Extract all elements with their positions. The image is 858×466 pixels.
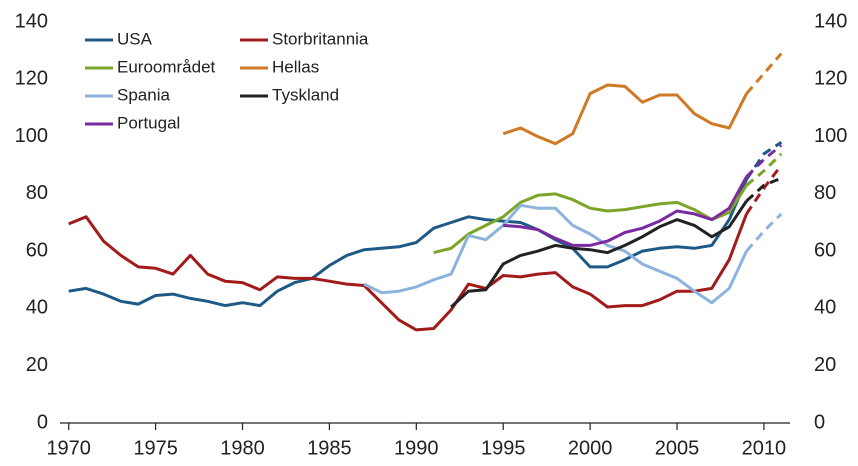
- y2-tick-label: 40: [814, 297, 836, 319]
- legend-label: USA: [117, 29, 153, 48]
- y-tick-label: 100: [15, 125, 48, 147]
- x-tick-label: 1990: [394, 437, 439, 459]
- y2-tick-label: 100: [814, 125, 847, 147]
- x-tick-label: 2005: [655, 437, 700, 459]
- y-tick-label: 20: [26, 354, 48, 376]
- series-line: [68, 178, 748, 308]
- x-tick-label: 1995: [481, 437, 526, 459]
- legend-label: Euroområdet: [117, 57, 216, 76]
- y2-tick-label: 20: [814, 354, 836, 376]
- y-tick-label: 120: [15, 68, 48, 90]
- legend-label: Tyskland: [272, 85, 339, 104]
- series-line-dashed: [745, 52, 783, 95]
- y2-tick-label: 0: [814, 411, 825, 433]
- series-line: [68, 213, 748, 332]
- y-tick-label: 140: [15, 10, 48, 32]
- y2-tick-label: 80: [814, 182, 836, 204]
- series-line-dashed: [745, 176, 782, 203]
- series-line-dashed: [745, 152, 783, 187]
- series-line: [433, 184, 748, 255]
- series-line: [503, 175, 748, 247]
- y2-tick-label: 120: [814, 68, 847, 90]
- y2-tick-label: 60: [814, 239, 836, 261]
- x-tick-label: 1980: [220, 437, 265, 459]
- series-line-dashed: [745, 212, 783, 253]
- series-line-dashed: [745, 164, 783, 215]
- x-tick-label: 2000: [568, 437, 613, 459]
- legend-label: Portugal: [117, 113, 180, 132]
- series-line-dashed: [745, 144, 783, 178]
- y-tick-label: 80: [26, 182, 48, 204]
- series-line: [363, 203, 748, 305]
- y-tick-label: 40: [26, 297, 48, 319]
- x-tick-label: 1970: [46, 437, 91, 459]
- legend-label: Hellas: [272, 57, 319, 76]
- y2-tick-label: 140: [814, 10, 847, 32]
- x-tick-label: 1975: [133, 437, 178, 459]
- x-tick-label: 1985: [307, 437, 352, 459]
- y-tick-label: 60: [26, 239, 48, 261]
- legend-label: Spania: [117, 85, 170, 104]
- series-line: [450, 200, 748, 309]
- series-line-dashed: [745, 141, 783, 181]
- y-tick-label: 0: [37, 411, 48, 433]
- legend-label: Storbritannia: [272, 29, 369, 48]
- series-line: [502, 83, 748, 146]
- x-tick-label: 2010: [742, 437, 787, 459]
